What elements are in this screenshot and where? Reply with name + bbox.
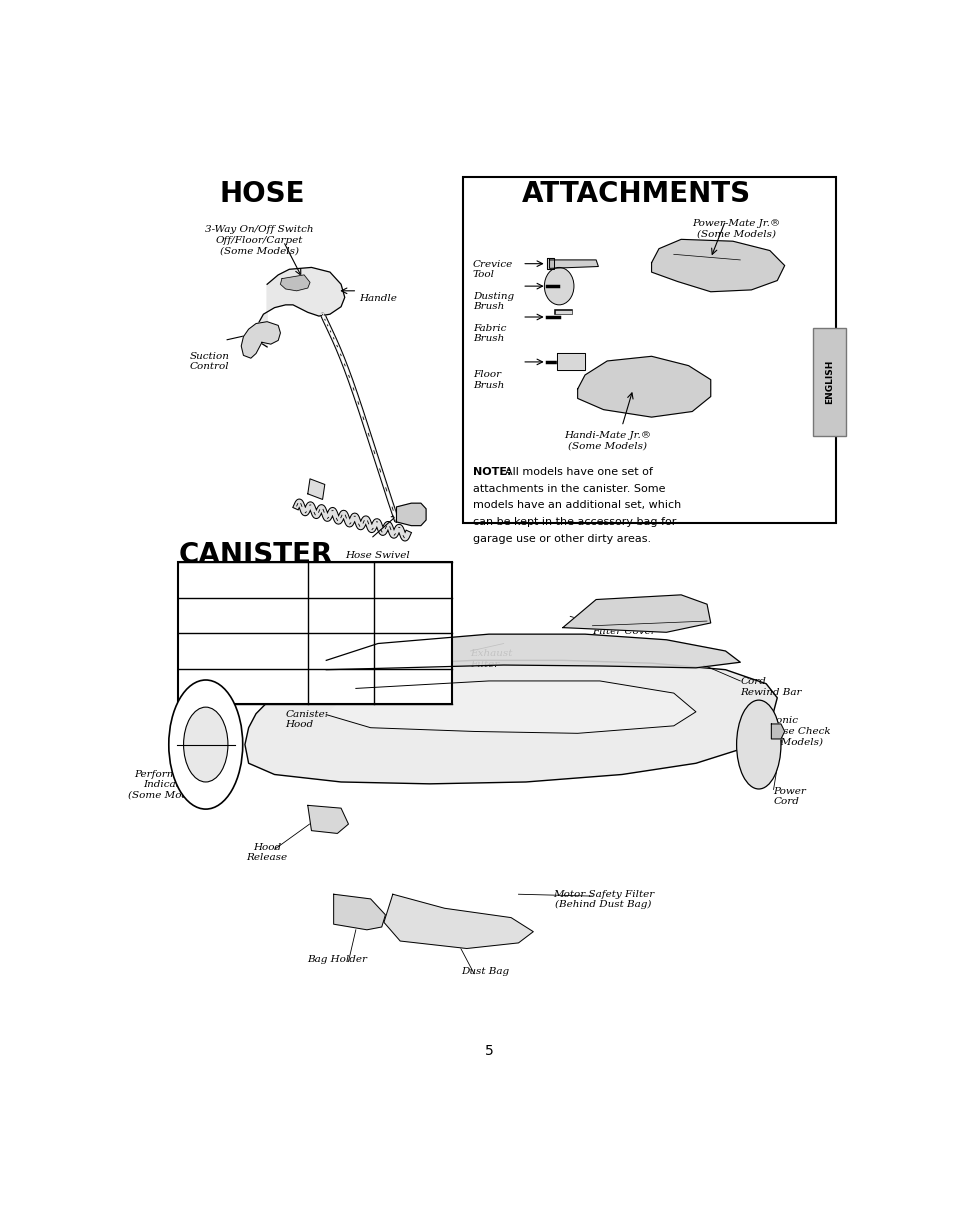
Ellipse shape <box>183 707 228 782</box>
Text: Suction
Control: Suction Control <box>190 351 229 371</box>
Bar <box>178 563 452 705</box>
Text: Dust Bag: Dust Bag <box>460 967 509 976</box>
Polygon shape <box>562 595 710 632</box>
Text: NOTE:: NOTE: <box>472 467 511 476</box>
Text: Crevice
Tool: Crevice Tool <box>472 260 513 279</box>
Text: Part No.
In Canada: Part No. In Canada <box>379 566 446 594</box>
Text: Motor Safety Filter: Motor Safety Filter <box>182 682 285 691</box>
Polygon shape <box>280 275 310 290</box>
Text: Hood
Release: Hood Release <box>246 843 288 863</box>
Bar <box>462 176 836 522</box>
Text: Floor
Brush: Floor Brush <box>472 371 503 390</box>
Polygon shape <box>326 634 740 669</box>
Text: Exhaust Filter: Exhaust Filter <box>182 646 258 656</box>
Text: Fabric
Brush: Fabric Brush <box>472 323 505 343</box>
Text: Performance
Indicator
(Some Models): Performance Indicator (Some Models) <box>128 770 207 799</box>
Polygon shape <box>326 680 696 734</box>
Text: Cord
Rewind Bar: Cord Rewind Bar <box>740 677 801 696</box>
Text: Motor Safety Filter
(Behind Dust Bag): Motor Safety Filter (Behind Dust Bag) <box>553 889 654 909</box>
Text: attachments in the canister. Some: attachments in the canister. Some <box>472 484 664 493</box>
Circle shape <box>544 267 574 305</box>
Text: 20-50557C: 20-50557C <box>382 610 443 621</box>
Polygon shape <box>383 894 533 949</box>
Text: 20-50557: 20-50557 <box>314 610 367 621</box>
Polygon shape <box>241 322 280 358</box>
Text: 5: 5 <box>484 1044 493 1058</box>
Text: can be kept in the accessory bag for: can be kept in the accessory bag for <box>472 518 676 527</box>
Text: All models have one set of: All models have one set of <box>505 467 653 476</box>
Text: 3-Way On/Off Switch
Off/Floor/Carpet
(Some Models): 3-Way On/Off Switch Off/Floor/Carpet (So… <box>205 225 314 255</box>
Ellipse shape <box>736 700 781 789</box>
Text: Cover: Cover <box>387 649 418 659</box>
Text: ATTACHMENTS: ATTACHMENTS <box>521 180 751 209</box>
Polygon shape <box>245 661 777 784</box>
Text: ENGLISH: ENGLISH <box>824 360 833 405</box>
Text: 20-86883C: 20-86883C <box>382 682 443 691</box>
Polygon shape <box>549 260 598 269</box>
Polygon shape <box>334 894 385 929</box>
Text: Part No.
In U.S.: Part No. In U.S. <box>314 566 368 594</box>
Polygon shape <box>546 258 554 270</box>
Bar <box>812 328 845 436</box>
Text: models have an additional set, which: models have an additional set, which <box>472 501 680 510</box>
Text: Item: Item <box>228 573 258 587</box>
Text: Power
Cord: Power Cord <box>773 786 805 806</box>
Text: 20-86880C: 20-86880C <box>382 646 443 656</box>
Ellipse shape <box>169 680 242 809</box>
Text: 20-86883: 20-86883 <box>314 682 368 691</box>
Text: Hose Swivel: Hose Swivel <box>344 550 409 560</box>
Text: Handle: Handle <box>359 294 397 303</box>
Text: Power-Mate Jr.®
(Some Models): Power-Mate Jr.® (Some Models) <box>692 219 780 238</box>
Text: garage use or other dirty areas.: garage use or other dirty areas. <box>472 535 650 544</box>
Text: Attachment
Storage: Attachment Storage <box>296 677 357 696</box>
Text: Canister
Hood: Canister Hood <box>285 710 330 729</box>
Text: 20-86880: 20-86880 <box>314 646 368 656</box>
Text: Handi-Mate Jr.®
(Some Models): Handi-Mate Jr.® (Some Models) <box>563 431 650 451</box>
Polygon shape <box>577 356 710 417</box>
Text: Dusting
Brush: Dusting Brush <box>472 292 514 311</box>
Polygon shape <box>396 503 426 526</box>
Text: Dust Bag: Dust Bag <box>182 610 233 621</box>
Polygon shape <box>557 354 584 371</box>
Text: CANISTER: CANISTER <box>178 541 333 569</box>
Text: HOSE: HOSE <box>219 180 304 209</box>
Text: Bag Holder: Bag Holder <box>307 955 367 963</box>
Text: Exhaust
Filter Cover: Exhaust Filter Cover <box>592 616 656 635</box>
Polygon shape <box>651 239 783 292</box>
Text: Electronic
Bag/Hose Check
(Some Models): Electronic Bag/Hose Check (Some Models) <box>743 717 830 746</box>
Polygon shape <box>308 806 348 833</box>
Text: Exhaust
Filter: Exhaust Filter <box>470 649 513 668</box>
Polygon shape <box>255 267 344 347</box>
Polygon shape <box>771 724 783 739</box>
Polygon shape <box>308 479 324 499</box>
